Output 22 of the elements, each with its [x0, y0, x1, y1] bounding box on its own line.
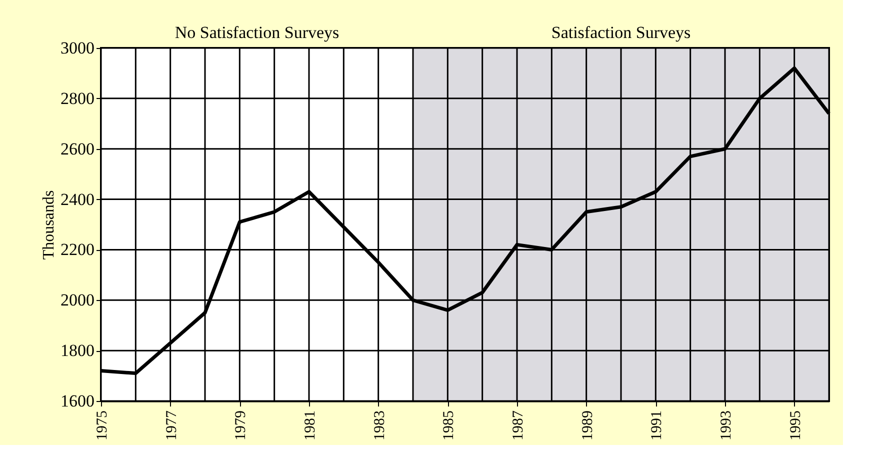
x-tick-label: 1985 — [441, 410, 458, 440]
x-tick-label: 1977 — [164, 410, 180, 440]
y-tick-label: 1600 — [60, 392, 94, 410]
x-tick-label: 1981 — [302, 410, 318, 440]
x-tick-label: 1989 — [580, 410, 596, 440]
y-tick-label: 1800 — [60, 341, 94, 360]
y-tick-label: 2000 — [60, 290, 94, 310]
x-tick-label: 1987 — [510, 410, 526, 440]
x-tick-label: 1983 — [372, 410, 388, 440]
x-tick-label: 1979 — [233, 410, 250, 440]
x-tick-label: 1991 — [649, 410, 666, 440]
band-label: Satisfaction Surveys — [551, 23, 691, 42]
x-tick-label: 1995 — [788, 410, 804, 440]
y-tick-label: 2600 — [60, 139, 94, 158]
y-tick-label: 2400 — [60, 190, 94, 209]
y-tick-label: 2200 — [60, 240, 94, 260]
y-tick-label: 3000 — [60, 38, 94, 58]
band-label: No Satisfaction Surveys — [174, 23, 340, 42]
y-tick-label: 2800 — [60, 88, 94, 108]
x-tick-label: 1975 — [94, 410, 110, 440]
y-axis-title: Thousands — [40, 190, 58, 260]
x-tick-label: 1993 — [718, 410, 734, 440]
